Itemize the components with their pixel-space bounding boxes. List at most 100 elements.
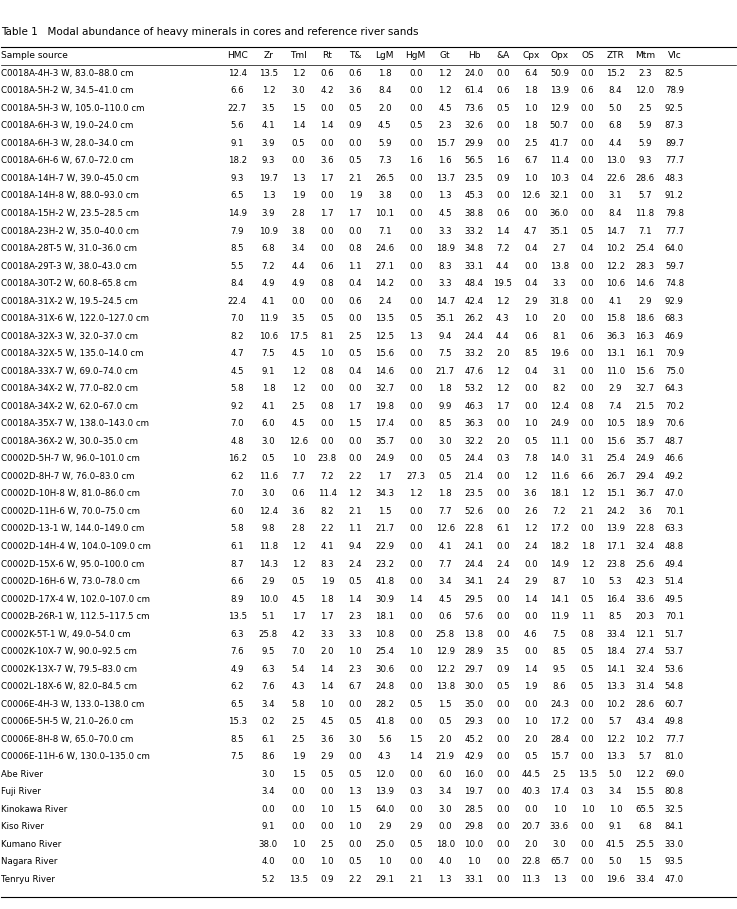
Text: 18.2: 18.2 — [550, 542, 569, 551]
Text: 31.4: 31.4 — [635, 682, 654, 691]
Text: 4.4: 4.4 — [609, 139, 622, 148]
Text: 2.9: 2.9 — [638, 296, 652, 305]
Text: 2.0: 2.0 — [378, 104, 391, 113]
Text: 7.2: 7.2 — [496, 244, 509, 253]
Text: 0.0: 0.0 — [409, 86, 422, 95]
Text: 0.0: 0.0 — [262, 804, 275, 814]
Text: 11.9: 11.9 — [550, 612, 569, 621]
Text: 24.1: 24.1 — [464, 542, 483, 551]
Text: 24.2: 24.2 — [606, 507, 625, 516]
Text: 0.0: 0.0 — [292, 804, 305, 814]
Text: 7.5: 7.5 — [262, 349, 275, 358]
Text: 35.0: 35.0 — [464, 700, 483, 709]
Text: 3.1: 3.1 — [609, 192, 622, 201]
Text: 0.0: 0.0 — [409, 577, 422, 586]
Text: Opx: Opx — [551, 51, 568, 60]
Text: 10.6: 10.6 — [606, 279, 625, 288]
Text: 2.8: 2.8 — [292, 524, 305, 534]
Text: 0.0: 0.0 — [496, 612, 509, 621]
Text: 5.9: 5.9 — [378, 139, 391, 148]
Text: 0.0: 0.0 — [349, 437, 362, 445]
Text: 6.7: 6.7 — [524, 156, 537, 165]
Text: Mtm: Mtm — [635, 51, 655, 60]
Text: 51.7: 51.7 — [665, 630, 684, 639]
Text: 0.0: 0.0 — [409, 717, 422, 726]
Text: 27.1: 27.1 — [375, 262, 394, 271]
Text: 8.6: 8.6 — [553, 682, 566, 691]
Text: 25.8: 25.8 — [259, 630, 278, 639]
Text: 0.0: 0.0 — [349, 385, 362, 394]
Text: 0.0: 0.0 — [409, 454, 422, 464]
Text: 10.2: 10.2 — [635, 734, 654, 744]
Text: 9.1: 9.1 — [231, 139, 244, 148]
Text: C0002K-5T-1 W, 49.0–54.0 cm: C0002K-5T-1 W, 49.0–54.0 cm — [1, 630, 130, 639]
Text: 4.0: 4.0 — [439, 857, 452, 866]
Text: 2.5: 2.5 — [321, 840, 334, 849]
Text: 10.2: 10.2 — [606, 244, 625, 253]
Text: 1.5: 1.5 — [409, 734, 422, 744]
Text: 2.0: 2.0 — [496, 349, 509, 358]
Text: 92.9: 92.9 — [665, 296, 684, 305]
Text: 3.6: 3.6 — [321, 156, 334, 165]
Text: 11.8: 11.8 — [259, 542, 278, 551]
Text: 8.7: 8.7 — [231, 560, 244, 568]
Text: 14.1: 14.1 — [606, 664, 625, 674]
Text: 0.0: 0.0 — [321, 823, 334, 832]
Text: 14.7: 14.7 — [436, 296, 455, 305]
Text: 0.0: 0.0 — [349, 753, 362, 762]
Text: 18.4: 18.4 — [606, 647, 625, 656]
Text: C0018A-14H-7 W, 39.0–45.0 cm: C0018A-14H-7 W, 39.0–45.0 cm — [1, 174, 139, 183]
Text: 0.0: 0.0 — [409, 560, 422, 568]
Text: 11.4: 11.4 — [318, 489, 337, 498]
Text: 18.9: 18.9 — [436, 244, 455, 253]
Text: 0.5: 0.5 — [349, 104, 362, 113]
Text: C0018A-23H-2 W, 35.0–40.0 cm: C0018A-23H-2 W, 35.0–40.0 cm — [1, 226, 139, 235]
Text: 1.0: 1.0 — [524, 104, 537, 113]
Text: 0.0: 0.0 — [496, 472, 509, 481]
Text: 24.8: 24.8 — [375, 682, 394, 691]
Text: 3.4: 3.4 — [262, 787, 275, 796]
Text: 14.6: 14.6 — [375, 366, 394, 375]
Text: 6.1: 6.1 — [262, 734, 275, 744]
Text: C0018A-31X-2 W, 19.5–24.5 cm: C0018A-31X-2 W, 19.5–24.5 cm — [1, 296, 138, 305]
Text: 19.8: 19.8 — [375, 402, 394, 411]
Text: 41.8: 41.8 — [375, 577, 394, 586]
Text: 1.0: 1.0 — [409, 647, 422, 656]
Text: 8.5: 8.5 — [553, 647, 566, 656]
Text: 16.2: 16.2 — [228, 454, 247, 464]
Text: 0.0: 0.0 — [581, 296, 594, 305]
Text: 2.5: 2.5 — [638, 104, 652, 113]
Text: 5.6: 5.6 — [231, 122, 244, 130]
Text: 8.4: 8.4 — [609, 209, 622, 218]
Text: 29.5: 29.5 — [464, 594, 483, 604]
Text: 1.3: 1.3 — [439, 192, 452, 201]
Text: 0.0: 0.0 — [409, 419, 422, 428]
Text: C0018A-6H-6 W, 67.0–72.0 cm: C0018A-6H-6 W, 67.0–72.0 cm — [1, 156, 133, 165]
Text: 8.3: 8.3 — [439, 262, 452, 271]
Text: 22.8: 22.8 — [521, 857, 540, 866]
Text: C0002D-11H-6 W, 70.0–75.0 cm: C0002D-11H-6 W, 70.0–75.0 cm — [1, 507, 140, 516]
Text: 36.3: 36.3 — [606, 332, 625, 341]
Text: 33.0: 33.0 — [665, 840, 684, 849]
Text: 1.7: 1.7 — [321, 174, 334, 183]
Text: 1.0: 1.0 — [553, 804, 566, 814]
Text: 15.1: 15.1 — [606, 489, 625, 498]
Text: 0.0: 0.0 — [581, 734, 594, 744]
Text: 0.0: 0.0 — [321, 787, 334, 796]
Text: 38.0: 38.0 — [259, 840, 278, 849]
Text: 36.0: 36.0 — [550, 209, 569, 218]
Text: 6.8: 6.8 — [638, 823, 652, 832]
Text: 3.5: 3.5 — [292, 315, 305, 323]
Text: 0.0: 0.0 — [496, 489, 509, 498]
Text: 14.7: 14.7 — [606, 226, 625, 235]
Text: 3.3: 3.3 — [349, 630, 362, 639]
Text: 26.5: 26.5 — [375, 174, 394, 183]
Text: 0.4: 0.4 — [581, 174, 594, 183]
Text: 0.4: 0.4 — [581, 244, 594, 253]
Text: 13.5: 13.5 — [259, 69, 278, 78]
Text: 5.8: 5.8 — [292, 700, 305, 709]
Text: 9.1: 9.1 — [262, 823, 275, 832]
Text: 12.0: 12.0 — [635, 86, 654, 95]
Text: HgM: HgM — [405, 51, 426, 60]
Text: 32.7: 32.7 — [375, 385, 394, 394]
